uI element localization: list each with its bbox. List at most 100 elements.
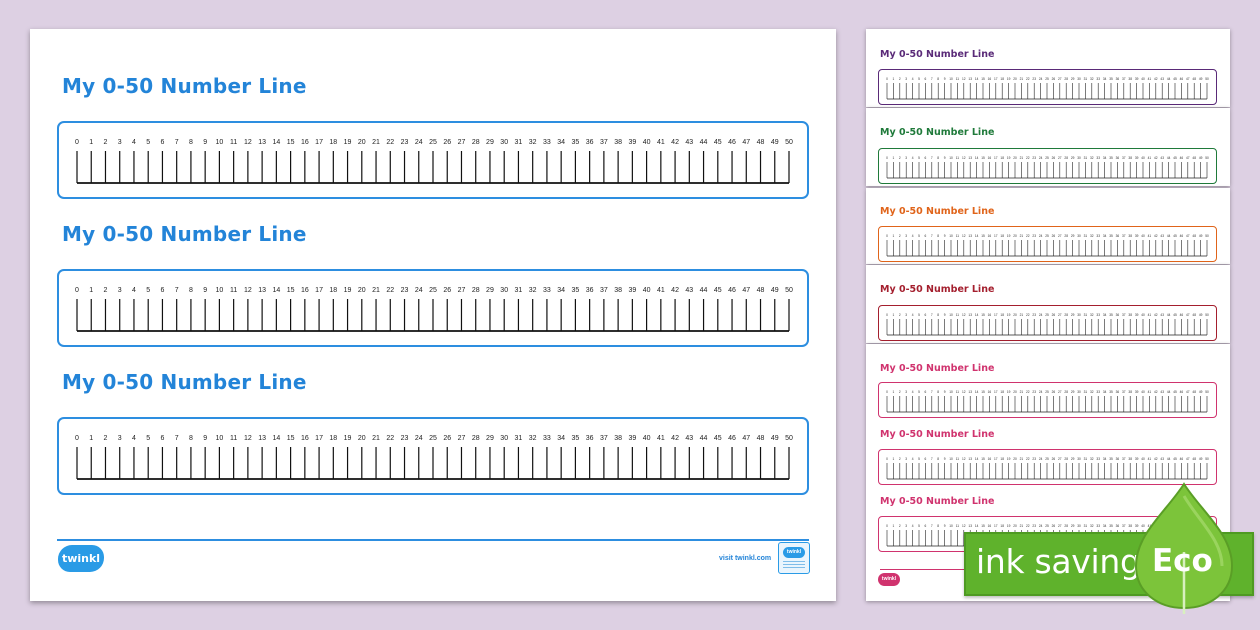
section-title: My 0-50 Number Line — [62, 74, 307, 98]
tick-label: 18 — [1000, 313, 1004, 317]
tick-label: 17 — [994, 234, 998, 238]
tick-label: 7 — [931, 390, 933, 394]
tick-label: 24 — [1039, 156, 1043, 160]
tick-label: 26 — [1052, 77, 1056, 81]
thumbnail-page[interactable]: My 0-50 Number Line 0 1 2 3 4 5 6 7 8 9 10 11 12 13 14… — [866, 108, 1230, 186]
tick-label: 18 — [329, 435, 337, 442]
visit-link[interactable]: visit twinkl.com — [719, 555, 772, 562]
tick-label: 25 — [1045, 313, 1049, 317]
tick-label: 8 — [937, 313, 939, 317]
tick-label: 31 — [515, 287, 523, 294]
tick-label: 46 — [728, 139, 736, 146]
tick-label: 39 — [1135, 524, 1139, 528]
tick-label: 37 — [1122, 390, 1126, 394]
tick-label: 35 — [572, 139, 580, 146]
tick-label: 30 — [500, 139, 508, 146]
tick-label: 13 — [968, 77, 972, 81]
tick-label: 12 — [962, 390, 966, 394]
tick-label: 14 — [975, 524, 979, 528]
tick-label: 1 — [893, 313, 895, 317]
tick-label: 31 — [1084, 234, 1088, 238]
tick-label: 23 — [1032, 234, 1036, 238]
tick-label: 22 — [1026, 524, 1030, 528]
tick-label: 3 — [905, 524, 907, 528]
tick-label: 15 — [287, 287, 295, 294]
tick-label: 46 — [1180, 156, 1184, 160]
tick-label: 19 — [1007, 77, 1011, 81]
tick-label: 6 — [925, 390, 927, 394]
tick-label: 22 — [386, 435, 394, 442]
tick-label: 40 — [1141, 390, 1145, 394]
tick-label: 48 — [1192, 234, 1196, 238]
tick-label: 40 — [1141, 234, 1145, 238]
thumbnail-page[interactable]: My 0-50 Number Line 0 1 2 3 4 5 6 7 8 9 10 11 12 13 14… — [866, 29, 1230, 107]
tick-label: 1 — [893, 156, 895, 160]
tick-label: 1 — [89, 139, 93, 146]
eco-label: ink saving — [976, 542, 1141, 581]
tick-label: 46 — [1180, 457, 1184, 461]
tick-label: 8 — [937, 77, 939, 81]
tick-label: 28 — [1064, 77, 1068, 81]
tick-label: 9 — [944, 524, 946, 528]
tick-label: 4 — [912, 524, 914, 528]
thumbnail-page[interactable]: My 0-50 Number Line 0 1 2 3 4 5 6 7 8 9 10 11 12 13 14… — [866, 265, 1230, 343]
tick-label: 50 — [785, 435, 793, 442]
tick-label: 41 — [1148, 390, 1152, 394]
tick-label: 26 — [1052, 524, 1056, 528]
tick-label: 36 — [586, 435, 594, 442]
tick-label: 36 — [1116, 524, 1120, 528]
tick-label: 34 — [1103, 77, 1107, 81]
tick-label: 6 — [160, 139, 164, 146]
tick-label: 34 — [557, 287, 565, 294]
tick-label: 40 — [1141, 524, 1145, 528]
tick-label: 18 — [1000, 390, 1004, 394]
tick-label: 24 — [1039, 313, 1043, 317]
tick-label: 23 — [401, 287, 409, 294]
tick-label: 15 — [981, 524, 985, 528]
tick-label: 50 — [785, 139, 793, 146]
tick-label: 48 — [1192, 390, 1196, 394]
tick-label: 0 — [75, 287, 79, 294]
tick-label: 37 — [600, 287, 608, 294]
tick-label: 7 — [175, 435, 179, 442]
tick-label: 48 — [1192, 457, 1196, 461]
tick-label: 5 — [918, 156, 920, 160]
tick-label: 13 — [258, 287, 266, 294]
tick-label: 4 — [132, 287, 136, 294]
tick-label: 21 — [372, 287, 380, 294]
tick-label: 31 — [515, 435, 523, 442]
tick-label: 7 — [931, 313, 933, 317]
tick-label: 44 — [1167, 390, 1171, 394]
tick-label: 19 — [1007, 390, 1011, 394]
tick-label: 1 — [89, 287, 93, 294]
tick-label: 6 — [925, 156, 927, 160]
tick-label: 39 — [628, 287, 636, 294]
tick-label: 26 — [443, 287, 451, 294]
tick-label: 16 — [988, 524, 992, 528]
tick-label: 49 — [1199, 156, 1203, 160]
tick-label: 0 — [886, 524, 888, 528]
tick-label: 11 — [230, 139, 237, 146]
tick-label: 45 — [714, 435, 722, 442]
tick-label: 19 — [1007, 234, 1011, 238]
tick-label: 34 — [1103, 524, 1107, 528]
tick-label: 3 — [118, 435, 122, 442]
tick-label: 46 — [1180, 390, 1184, 394]
tick-label: 5 — [918, 313, 920, 317]
tick-label: 27 — [1058, 234, 1062, 238]
tick-label: 44 — [1167, 313, 1171, 317]
tick-label: 33 — [543, 287, 551, 294]
tick-label: 1 — [893, 234, 895, 238]
tick-label: 0 — [886, 77, 888, 81]
tick-label: 2 — [104, 139, 108, 146]
tick-label: 32 — [529, 139, 537, 146]
tick-label: 11 — [956, 156, 960, 160]
tick-label: 49 — [1199, 77, 1203, 81]
tick-label: 40 — [643, 435, 651, 442]
tick-label: 27 — [1058, 457, 1062, 461]
thumbnail-page[interactable]: My 0-50 Number Line 0 1 2 3 4 5 6 7 8 9 10 11 12 13 14… — [866, 188, 1230, 264]
tick-label: 17 — [994, 457, 998, 461]
tick-label: 22 — [386, 139, 394, 146]
tick-label: 14 — [975, 77, 979, 81]
tick-label: 17 — [315, 139, 323, 146]
